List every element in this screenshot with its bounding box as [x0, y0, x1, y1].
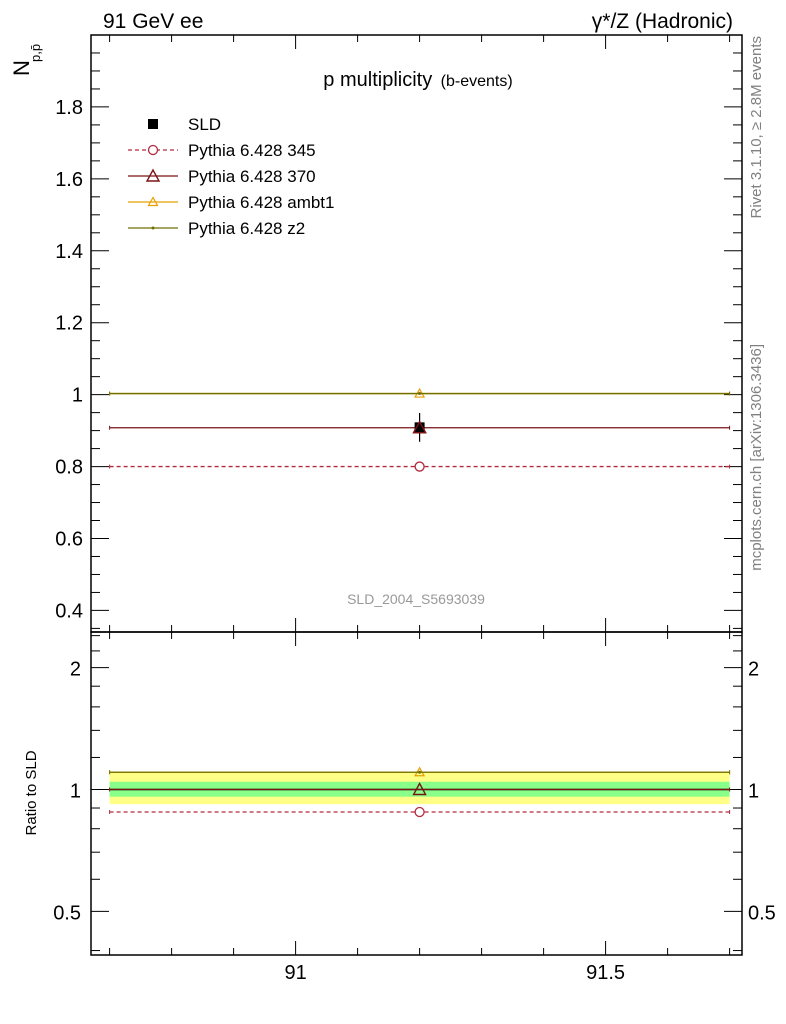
- y-tick-label: 1.8: [55, 97, 83, 119]
- main-series-marker-overlay: [412, 420, 427, 434]
- plot-title-main: p multiplicity: [323, 69, 432, 91]
- ratio-ylabel: Ratio to SLD: [23, 750, 40, 835]
- y-tick-label: 1.6: [55, 169, 83, 191]
- main-ylabel: N p,p̄: [9, 44, 43, 76]
- header-left-label: 91 GeV ee: [103, 10, 203, 33]
- analysis-watermark: SLD_2004_S5693039: [347, 591, 485, 607]
- x-tick-label: 91.5: [586, 962, 625, 984]
- ratio-series-lines: [109, 766, 731, 818]
- y-tick-label: 0.8: [55, 457, 83, 479]
- y-tick-label: 1.2: [55, 313, 83, 335]
- ratio-plot-frame: [90, 631, 743, 956]
- ratio-tick-label-left: 0.5: [53, 902, 81, 924]
- legend-label-sld: SLD: [188, 115, 221, 134]
- data-point-sld: [414, 422, 425, 433]
- main-series-marker-3: [418, 392, 422, 396]
- legend-marker-0: [147, 144, 159, 156]
- rivet-label: Rivet 3.1.10, ≥ 2.8M events: [748, 36, 765, 219]
- y-tick-label: 1.4: [55, 241, 83, 263]
- header-right-label: γ*/Z (Hadronic): [592, 10, 733, 33]
- ratio-series-marker-1: [412, 782, 427, 796]
- legend-label-0: Pythia 6.428 345: [188, 141, 316, 160]
- ratio-series-marker-3: [418, 770, 422, 774]
- legend: SLD Pythia 6.428 345 Pythia 6.428 370 Pythi…: [128, 115, 334, 238]
- y-tick-label: 0.4: [55, 600, 83, 622]
- x-tick-label: 91: [284, 962, 306, 984]
- legend-marker-2: [147, 196, 159, 207]
- ratio-tick-label-right: 1: [748, 780, 759, 802]
- ratio-axis-ticks: 0.5 0.5 1 1 2 2 91 91.5: [53, 632, 776, 984]
- ratio-series-marker-0: [414, 806, 425, 818]
- y-tick-label: 0.6: [55, 528, 83, 550]
- legend-label-3: Pythia 6.428 z2: [188, 219, 305, 238]
- ratio-tick-label-left: 1: [70, 780, 81, 802]
- mcplots-label: mcplots.cern.ch [arXiv:1306.3436]: [748, 344, 765, 571]
- legend-marker-1: [145, 168, 161, 182]
- main-series-lines: [109, 387, 731, 472]
- legend-marker-3: [151, 226, 155, 230]
- y-tick-label: 1: [72, 385, 83, 407]
- plot-title: p multiplicity (b-events): [323, 69, 512, 91]
- main-axis-ticks: 0.4 0.6 0.8 1 1.2 1.4 1.6 1.8: [55, 35, 742, 632]
- main-series-marker-0: [414, 461, 425, 472]
- legend-marker-sld: [148, 119, 158, 129]
- ratio-tick-label-left: 2: [70, 659, 81, 681]
- legend-label-1: Pythia 6.428 370: [188, 167, 316, 186]
- ratio-tick-label-right: 0.5: [748, 902, 776, 924]
- plot-title-sub: (b-events): [441, 73, 513, 90]
- main-ylabel-subscript: p,p̄: [28, 44, 43, 62]
- legend-label-2: Pythia 6.428 ambt1: [188, 193, 334, 212]
- ratio-tick-label-right: 2: [748, 659, 759, 681]
- main-ylabel-symbol: N: [9, 60, 34, 76]
- ratio-uncertainty-bands: [109, 772, 730, 805]
